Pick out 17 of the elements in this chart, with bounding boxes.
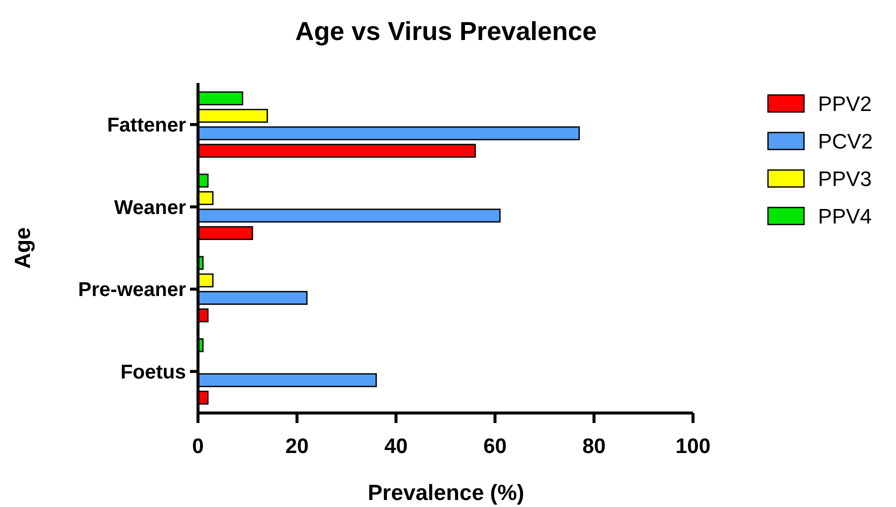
x-tick-label: 80 [582, 435, 606, 458]
chart-title: Age vs Virus Prevalence [295, 16, 597, 46]
y-tick-label: Weaner [114, 196, 186, 219]
y-tick-label: Foetus [120, 361, 186, 384]
x-tick-label: 60 [483, 435, 507, 458]
legend-label: PPV2 [818, 93, 872, 116]
legend-label: PPV3 [818, 168, 872, 191]
legend-label: PPV4 [818, 206, 872, 228]
x-axis-title: Prevalence (%) [368, 480, 524, 505]
legend-label: PCV2 [818, 130, 873, 154]
x-tick-label: 20 [285, 435, 309, 458]
x-tick-label: 0 [192, 435, 204, 458]
y-tick-label: Fattener [107, 114, 186, 137]
y-axis-title: Age [10, 227, 35, 269]
x-tick-label: 40 [384, 435, 408, 458]
x-tick-label: 100 [675, 435, 711, 458]
y-tick-label: Pre-weaner [78, 279, 186, 302]
